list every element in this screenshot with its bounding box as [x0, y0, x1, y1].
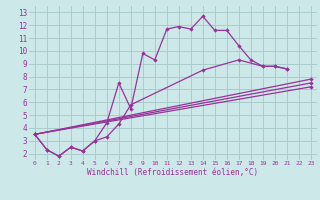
X-axis label: Windchill (Refroidissement éolien,°C): Windchill (Refroidissement éolien,°C): [87, 168, 258, 177]
